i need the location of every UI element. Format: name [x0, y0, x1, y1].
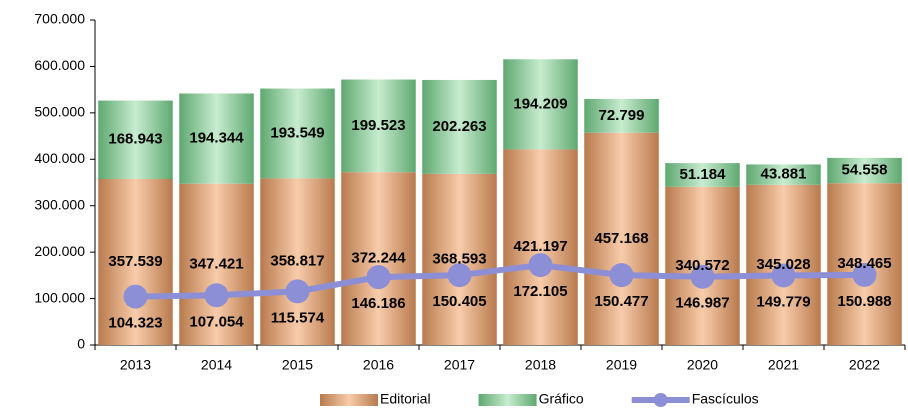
- x-tick-label: 2015: [282, 357, 313, 373]
- y-tick-label: 700.000: [34, 11, 85, 27]
- value-label: 421.197: [513, 238, 567, 255]
- marker: [447, 263, 472, 288]
- marker: [528, 253, 553, 278]
- marker: [123, 284, 148, 309]
- value-label: 54.558: [842, 162, 888, 179]
- value-label: 51.184: [680, 166, 727, 183]
- value-label: 107.054: [189, 313, 244, 330]
- y-tick-label: 200.000: [34, 243, 85, 259]
- value-label: 348.465: [837, 255, 891, 272]
- x-tick-label: 2013: [120, 357, 151, 373]
- bar: [503, 149, 578, 345]
- line: [135, 262, 865, 300]
- y-tick-label: 400.000: [34, 150, 85, 166]
- value-label: 345.028: [756, 256, 810, 273]
- legend-marker: [653, 393, 668, 407]
- x-tick-label: 2020: [687, 357, 718, 373]
- value-label: 149.779: [756, 293, 810, 310]
- bar: [341, 172, 416, 345]
- marker: [771, 263, 796, 288]
- value-label: 115.574: [271, 309, 325, 326]
- x-tick-label: 2016: [363, 357, 394, 373]
- y-tick-label: 600.000: [34, 57, 85, 73]
- legend-label: Editorial: [380, 391, 431, 407]
- value-label: 150.988: [837, 293, 891, 310]
- bar: [179, 183, 254, 345]
- value-label: 199.523: [351, 117, 405, 134]
- bar: [503, 59, 578, 150]
- bar: [422, 79, 497, 174]
- bar: [422, 173, 497, 345]
- legend-label: Fascículos: [692, 391, 759, 407]
- value-label: 202.263: [432, 118, 486, 135]
- value-label: 146.987: [675, 295, 729, 312]
- value-label: 146.186: [351, 295, 405, 312]
- y-tick-label: 300.000: [34, 196, 85, 212]
- value-label: 347.421: [189, 255, 243, 272]
- y-tick-label: 100.000: [34, 289, 85, 305]
- x-tick-label: 2022: [849, 357, 880, 373]
- value-label: 358.817: [270, 253, 324, 270]
- bar: [827, 157, 902, 184]
- value-label: 72.799: [599, 107, 645, 124]
- value-label: 193.549: [270, 124, 324, 141]
- marker: [285, 279, 310, 304]
- bar: [665, 163, 740, 187]
- legend-label: Gráfico: [539, 391, 584, 407]
- y-tick-label: 0: [77, 336, 85, 352]
- value-label: 194.209: [513, 95, 567, 112]
- bar: [260, 178, 335, 345]
- x-tick-label: 2019: [606, 357, 637, 373]
- marker: [609, 263, 634, 288]
- value-label: 168.943: [108, 131, 162, 148]
- value-label: 194.344: [189, 130, 244, 147]
- value-label: 43.881: [761, 166, 807, 183]
- bar: [584, 98, 659, 133]
- x-tick-label: 2018: [525, 357, 556, 373]
- value-label: 150.405: [432, 293, 486, 310]
- value-label: 357.539: [108, 253, 162, 270]
- marker: [204, 283, 229, 308]
- marker: [690, 264, 715, 289]
- value-label: 372.244: [351, 250, 406, 267]
- marker: [366, 265, 391, 290]
- marker: [852, 262, 877, 287]
- value-label: 150.477: [594, 293, 648, 310]
- bar: [341, 79, 416, 173]
- bar: [584, 132, 659, 345]
- value-label: 368.593: [432, 250, 486, 267]
- legend-swatch: [478, 394, 537, 406]
- value-label: 457.168: [594, 230, 648, 247]
- x-tick-label: 2014: [201, 357, 232, 373]
- bar: [98, 178, 173, 345]
- y-tick-label: 500.000: [34, 104, 85, 120]
- bar: [260, 88, 335, 179]
- legend-swatch: [320, 394, 378, 406]
- x-tick-label: 2017: [444, 357, 475, 373]
- value-label: 104.323: [108, 315, 162, 332]
- value-label: 172.105: [513, 283, 567, 300]
- bar: [746, 164, 821, 185]
- value-label: 340.572: [675, 257, 729, 274]
- bar: [98, 100, 173, 179]
- bar: [179, 93, 254, 184]
- x-tick-label: 2021: [768, 357, 799, 373]
